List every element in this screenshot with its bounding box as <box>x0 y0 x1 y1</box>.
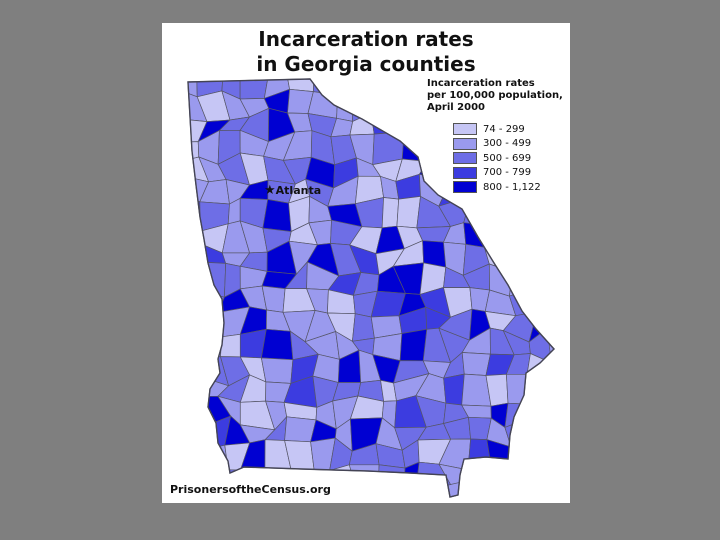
county-region <box>381 197 400 229</box>
map-legend: Incarceration rates per 100,000 populati… <box>427 78 567 195</box>
county-region <box>260 357 294 384</box>
county-region <box>188 371 206 397</box>
county-region <box>197 311 223 338</box>
legend-item-label: 700 - 799 <box>483 167 532 179</box>
county-region <box>524 240 554 267</box>
county-region <box>350 86 378 122</box>
legend-item-label: 300 - 499 <box>483 138 532 150</box>
county-region <box>525 286 554 318</box>
county-region <box>443 373 465 406</box>
county-region <box>536 465 554 494</box>
county-region <box>526 373 554 405</box>
legend-item: 74 - 299 <box>453 122 567 137</box>
county-region <box>201 261 227 298</box>
county-region <box>313 79 339 96</box>
county-region <box>188 335 204 359</box>
county-region <box>463 195 490 227</box>
county-region <box>504 402 535 428</box>
legend-title-2: per 100,000 population, <box>427 90 563 101</box>
county-region <box>333 79 359 96</box>
legend-item: 500 - 699 <box>453 151 567 166</box>
georgia-map <box>187 78 555 498</box>
county-region <box>510 242 534 273</box>
county-region <box>491 461 514 487</box>
county-region <box>483 223 512 248</box>
title-line-1: Incarceration rates <box>258 27 474 51</box>
county-region <box>262 199 292 232</box>
county-region <box>526 352 552 380</box>
county-region <box>188 395 206 429</box>
county-region <box>400 113 418 133</box>
county-region <box>504 223 538 250</box>
county-region <box>350 79 380 90</box>
county-region <box>532 224 554 250</box>
county-region <box>188 425 206 452</box>
county-region <box>509 461 539 494</box>
legend-swatch <box>453 137 477 150</box>
atlanta-label: ★Atlanta <box>264 183 321 198</box>
legend-item-label: 74 - 299 <box>483 123 525 135</box>
legend-item: 800 - 1,122 <box>453 180 567 195</box>
county-region <box>460 469 493 483</box>
county-region <box>370 112 405 135</box>
legend-swatch <box>453 166 477 179</box>
title-line-2: in Georgia counties <box>256 52 476 76</box>
county-region <box>188 351 205 377</box>
county-region <box>370 86 402 115</box>
county-region <box>461 352 491 376</box>
county-region <box>348 464 380 496</box>
county-region <box>220 333 241 358</box>
county-region <box>510 446 538 468</box>
county-region <box>399 328 428 362</box>
county-region <box>188 230 201 246</box>
county-region <box>188 441 207 472</box>
county-region <box>530 415 551 452</box>
county-region <box>393 91 425 123</box>
county-region <box>188 315 204 340</box>
city-name: Atlanta <box>275 184 322 197</box>
legend-item-label: 800 - 1,122 <box>483 181 541 193</box>
legend-item-label: 500 - 699 <box>483 152 532 164</box>
legend-title-3: April 2000 <box>427 102 485 113</box>
county-region <box>200 444 229 472</box>
county-region <box>188 241 202 270</box>
county-region <box>506 373 534 405</box>
legend-swatch <box>453 123 477 136</box>
map-figure: Incarceration rates in Georgia counties … <box>162 23 570 503</box>
county-region <box>377 464 406 496</box>
star-icon: ★ <box>264 183 276 198</box>
legend-title-1: Incarceration rates <box>427 78 535 89</box>
county-region <box>532 403 554 426</box>
county-region <box>376 79 396 93</box>
county-region <box>396 195 421 229</box>
map-title: Incarceration rates in Georgia counties <box>162 27 570 77</box>
legend-item: 700 - 799 <box>453 166 567 181</box>
county-region <box>530 440 554 468</box>
county-region <box>504 198 537 229</box>
county-region <box>336 88 354 122</box>
source-credit: PrisonersoftheCensus.org <box>170 483 331 496</box>
county-region <box>534 202 554 229</box>
county-region <box>188 261 203 292</box>
county-region <box>524 265 554 292</box>
legend-item: 300 - 499 <box>453 137 567 152</box>
county-region <box>260 328 294 361</box>
county-region <box>188 287 203 317</box>
county-region <box>488 198 509 227</box>
legend-swatch <box>453 181 477 194</box>
county-region <box>393 79 429 96</box>
legend-swatch <box>453 152 477 165</box>
